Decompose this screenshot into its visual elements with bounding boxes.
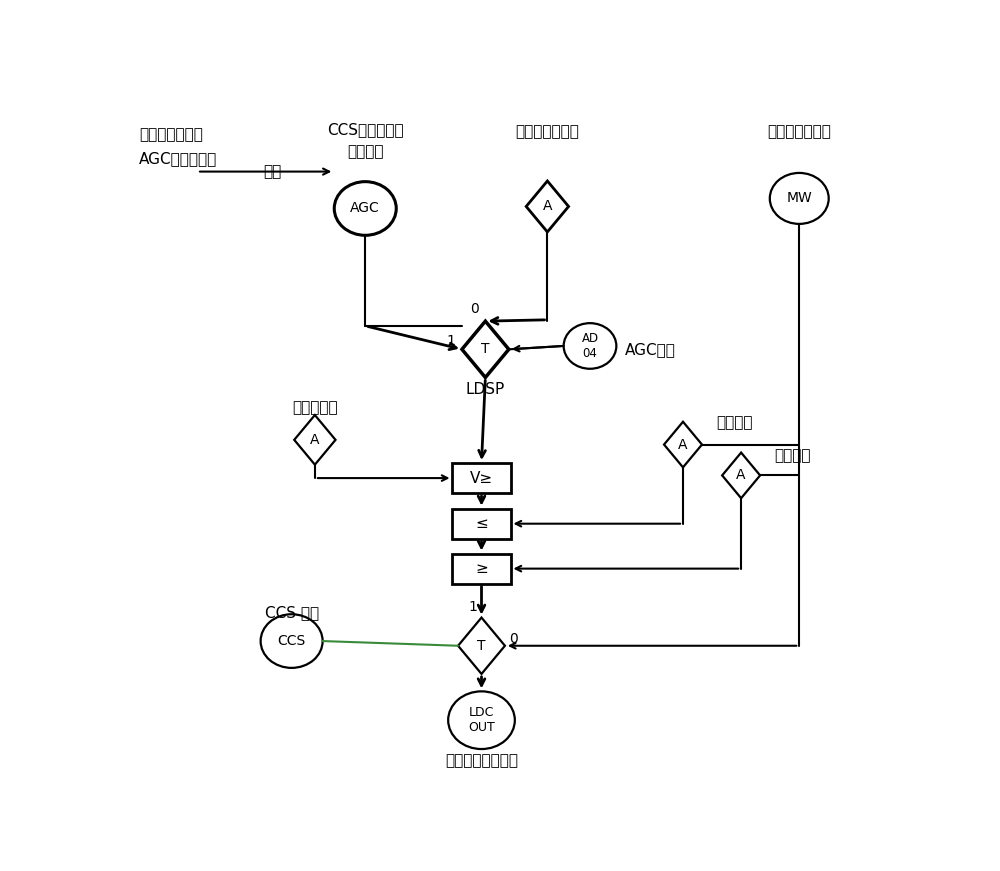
Text: 0: 0: [470, 301, 479, 316]
Bar: [452, 463, 511, 493]
Text: A: A: [543, 199, 552, 213]
Text: A: A: [736, 469, 746, 483]
Text: T: T: [481, 342, 490, 356]
Text: ≥: ≥: [475, 561, 488, 576]
Text: 机组实际功率值: 机组实际功率值: [767, 124, 831, 138]
Text: AGC: AGC: [350, 201, 380, 215]
Text: 1: 1: [468, 600, 477, 614]
Text: MW: MW: [786, 192, 812, 206]
Text: 负荷上限: 负荷上限: [774, 448, 811, 463]
Text: 网络: 网络: [263, 164, 281, 179]
Text: 负荷变化率: 负荷变化率: [292, 400, 338, 415]
Text: 电厂操作员指令: 电厂操作员指令: [515, 124, 579, 138]
Text: CCS: CCS: [278, 634, 306, 648]
Text: AGC投入: AGC投入: [625, 341, 676, 357]
Text: A: A: [678, 437, 688, 451]
Bar: [452, 509, 511, 539]
Text: AD
04: AD 04: [581, 332, 599, 360]
Text: 1: 1: [447, 334, 456, 348]
Text: V≥: V≥: [470, 470, 493, 486]
Text: CCS接收到的负: CCS接收到的负: [327, 123, 404, 138]
Text: A: A: [310, 433, 320, 447]
Text: 荷指令值: 荷指令值: [347, 144, 384, 159]
Text: 负荷下限: 负荷下限: [716, 415, 753, 430]
Text: CCS 方式: CCS 方式: [265, 605, 319, 620]
Text: AGC负荷指令值: AGC负荷指令值: [139, 151, 217, 165]
Text: LDC
OUT: LDC OUT: [468, 706, 495, 734]
Text: LDSP: LDSP: [466, 382, 505, 397]
Text: 调控中心下发的: 调控中心下发的: [139, 127, 203, 142]
Bar: [452, 554, 511, 584]
Text: T: T: [477, 638, 486, 652]
Text: 机组给定负荷指令: 机组给定负荷指令: [445, 753, 518, 768]
Text: ≤: ≤: [475, 517, 488, 531]
Text: 0: 0: [510, 632, 518, 646]
